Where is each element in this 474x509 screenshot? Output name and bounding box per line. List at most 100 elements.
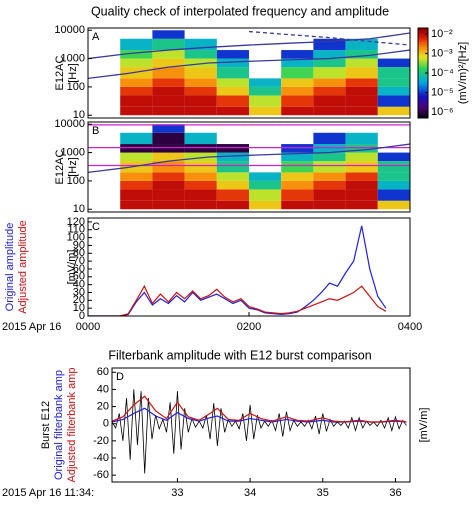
heatmap-cell xyxy=(120,78,153,87)
y-tick-label: 60 xyxy=(97,366,109,378)
colorbar-segment xyxy=(418,104,428,108)
heatmap-cell xyxy=(281,50,314,59)
y-tick-label: -60 xyxy=(93,469,109,481)
heatmap-cell xyxy=(120,152,153,162)
heatmap-cell xyxy=(345,58,378,68)
heatmap-cell xyxy=(281,152,314,162)
heatmap-cell xyxy=(152,38,185,51)
heatmap-cell xyxy=(216,161,249,173)
heatmap-cell xyxy=(313,172,346,181)
heatmap-cell xyxy=(184,189,217,201)
heatmap-cell xyxy=(377,95,410,107)
heatmap-cell xyxy=(377,152,410,162)
heatmap-cell xyxy=(345,38,378,51)
y-tick-label: 30 xyxy=(73,286,85,298)
colorbar-segment xyxy=(418,73,428,76)
heatmap-cell xyxy=(120,106,153,116)
heatmap-cell xyxy=(313,38,346,51)
legend-label: Original amplitude xyxy=(4,223,16,312)
heatmap-cell xyxy=(313,180,346,190)
y-tick-label: 40 xyxy=(97,383,109,395)
heatmap-cell xyxy=(345,132,378,145)
y-tick-label: 100 xyxy=(67,232,85,244)
y-tick-label: -40 xyxy=(93,452,109,464)
heatmap-cell xyxy=(216,58,249,68)
heatmap-cell xyxy=(313,200,346,210)
heatmap-cell xyxy=(120,180,153,190)
colorbar-segment xyxy=(418,82,428,85)
y-axis-label: [Hz] xyxy=(67,157,79,177)
heatmap-cell xyxy=(249,180,282,190)
heatmap-cell xyxy=(184,106,217,116)
colorbar-segment xyxy=(418,61,428,65)
heatmap-cell xyxy=(377,86,410,96)
colorbar-segment xyxy=(418,55,428,58)
data-line xyxy=(112,389,407,474)
colorbar-segment xyxy=(418,88,428,92)
colorbar-segment xyxy=(418,43,428,47)
y-axis-label: [mV/m] xyxy=(418,408,430,443)
colorbar-tick-label: 10⁻³ xyxy=(431,47,453,59)
heatmap-cell xyxy=(377,172,410,181)
chart-title: Quality check of interpolated frequency … xyxy=(91,4,389,18)
panel-letter: A xyxy=(92,31,100,43)
heatmap-cell xyxy=(313,67,346,79)
heatmap-cell xyxy=(120,58,153,68)
heatmap-cell xyxy=(345,172,378,181)
heatmap-cell xyxy=(281,200,314,210)
heatmap-cell xyxy=(345,50,378,59)
colorbar-segment xyxy=(418,75,428,78)
y-tick-label: 1000 xyxy=(61,52,85,64)
colorbar-segment xyxy=(418,79,428,83)
heatmap-cell xyxy=(281,180,314,190)
heatmap-cell xyxy=(152,50,185,59)
data-line xyxy=(88,225,387,316)
colorbar-segment xyxy=(418,59,428,63)
heatmap-cell xyxy=(152,124,185,133)
heatmap-cell xyxy=(313,58,346,68)
heatmap-cell xyxy=(184,50,217,59)
plot-frame xyxy=(87,217,411,317)
heatmap-cell xyxy=(120,144,153,153)
heatmap-cell xyxy=(377,58,410,68)
heatmap-cell xyxy=(216,50,249,59)
heatmap-cell xyxy=(377,161,410,173)
heatmap-cell xyxy=(249,172,282,181)
heatmap-cell xyxy=(152,30,185,39)
colorbar-segment xyxy=(418,48,428,51)
heatmap-cell xyxy=(216,152,249,162)
heatmap-cell xyxy=(120,86,153,96)
colorbar-segment xyxy=(418,91,428,94)
heatmap-cell xyxy=(216,189,249,201)
heatmap-cell xyxy=(120,38,153,51)
heatmap-cell xyxy=(184,200,217,210)
heatmap-cell xyxy=(345,180,378,190)
y-tick-label: 10 xyxy=(73,302,85,314)
panel-letter: D xyxy=(116,371,124,383)
heatmap-cell xyxy=(216,67,249,79)
colorbar-segment xyxy=(418,106,428,110)
heatmap-cell xyxy=(184,86,217,96)
heatmap-cell xyxy=(249,200,282,210)
y-tick-label: 60 xyxy=(73,263,85,275)
y-tick-label: 110 xyxy=(67,224,85,236)
heatmap-cell xyxy=(249,78,282,87)
colorbar-segment xyxy=(418,57,428,60)
legend-label: Adjusted filterbank amp xyxy=(66,368,78,483)
plot-frame xyxy=(87,121,411,213)
heatmap-cell xyxy=(216,180,249,190)
heatmap-cell xyxy=(152,58,185,68)
heatmap-cell xyxy=(313,189,346,201)
colorbar-segment xyxy=(418,30,428,33)
legend-label: Adjusted amplitude xyxy=(17,220,29,314)
heatmap-cell xyxy=(313,161,346,173)
y-tick-label: 20 xyxy=(73,294,85,306)
heatmap-cell xyxy=(313,144,346,153)
colorbar-segment xyxy=(418,115,428,119)
heatmap-cell xyxy=(281,86,314,96)
heatmap-cell xyxy=(152,78,185,87)
y-tick-label: 20 xyxy=(97,400,109,412)
heatmap-cell xyxy=(281,95,314,107)
colorbar-segment xyxy=(418,77,428,81)
colorbar-segment xyxy=(418,64,428,67)
